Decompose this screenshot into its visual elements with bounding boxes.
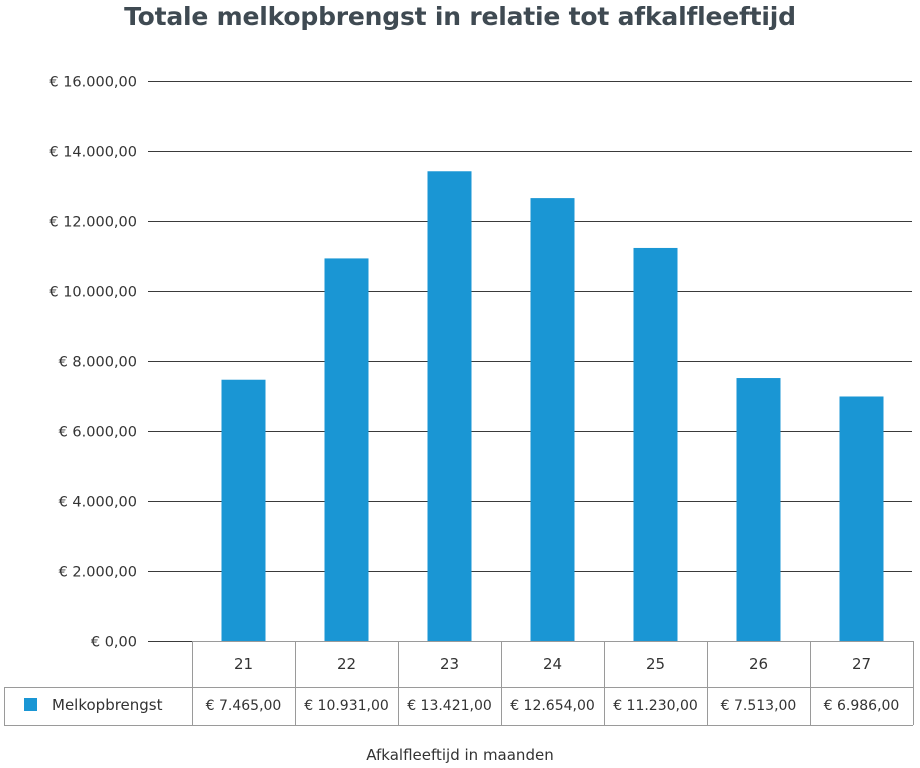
chart-title: Totale melkopbrengst in relatie tot afka… (124, 2, 796, 31)
data-label: € 11.230,00 (613, 698, 698, 714)
legend-label-melkopbrengst: Melkopbrengst (52, 696, 163, 714)
x-tick-label: 23 (440, 655, 459, 673)
bar (324, 258, 369, 641)
data-label: € 13.421,00 (407, 698, 492, 714)
y-tick-label: € 6.000,00 (59, 425, 137, 441)
bar (221, 379, 266, 641)
bar (427, 171, 472, 641)
data-label: € 7.513,00 (721, 698, 797, 714)
data-label: € 6.986,00 (824, 698, 900, 714)
bar (839, 396, 884, 641)
x-axis-label: Afkalfleeftijd in maanden (366, 746, 554, 764)
x-tick-label: 24 (543, 655, 562, 673)
bar (736, 378, 781, 641)
y-tick-label: € 8.000,00 (59, 355, 137, 371)
y-tick-label: € 4.000,00 (59, 495, 137, 511)
x-tick-label: 22 (337, 655, 356, 673)
data-label: € 12.654,00 (510, 698, 595, 714)
x-tick-label: 21 (234, 655, 253, 673)
bar (530, 198, 575, 642)
data-label: € 7.465,00 (206, 698, 282, 714)
legend-swatch-melkopbrengst (24, 698, 37, 711)
y-tick-label: € 10.000,00 (49, 285, 137, 301)
bar (633, 247, 678, 641)
data-label: € 10.931,00 (304, 698, 389, 714)
y-tick-label: € 2.000,00 (59, 565, 137, 581)
x-tick-label: 27 (852, 655, 871, 673)
x-tick-label: 25 (646, 655, 665, 673)
y-tick-label: € 12.000,00 (49, 215, 137, 231)
y-tick-label: € 14.000,00 (49, 145, 137, 161)
x-tick-label: 26 (749, 655, 768, 673)
y-tick-label: € 0,00 (91, 635, 137, 651)
y-tick-label: € 16.000,00 (49, 75, 137, 91)
